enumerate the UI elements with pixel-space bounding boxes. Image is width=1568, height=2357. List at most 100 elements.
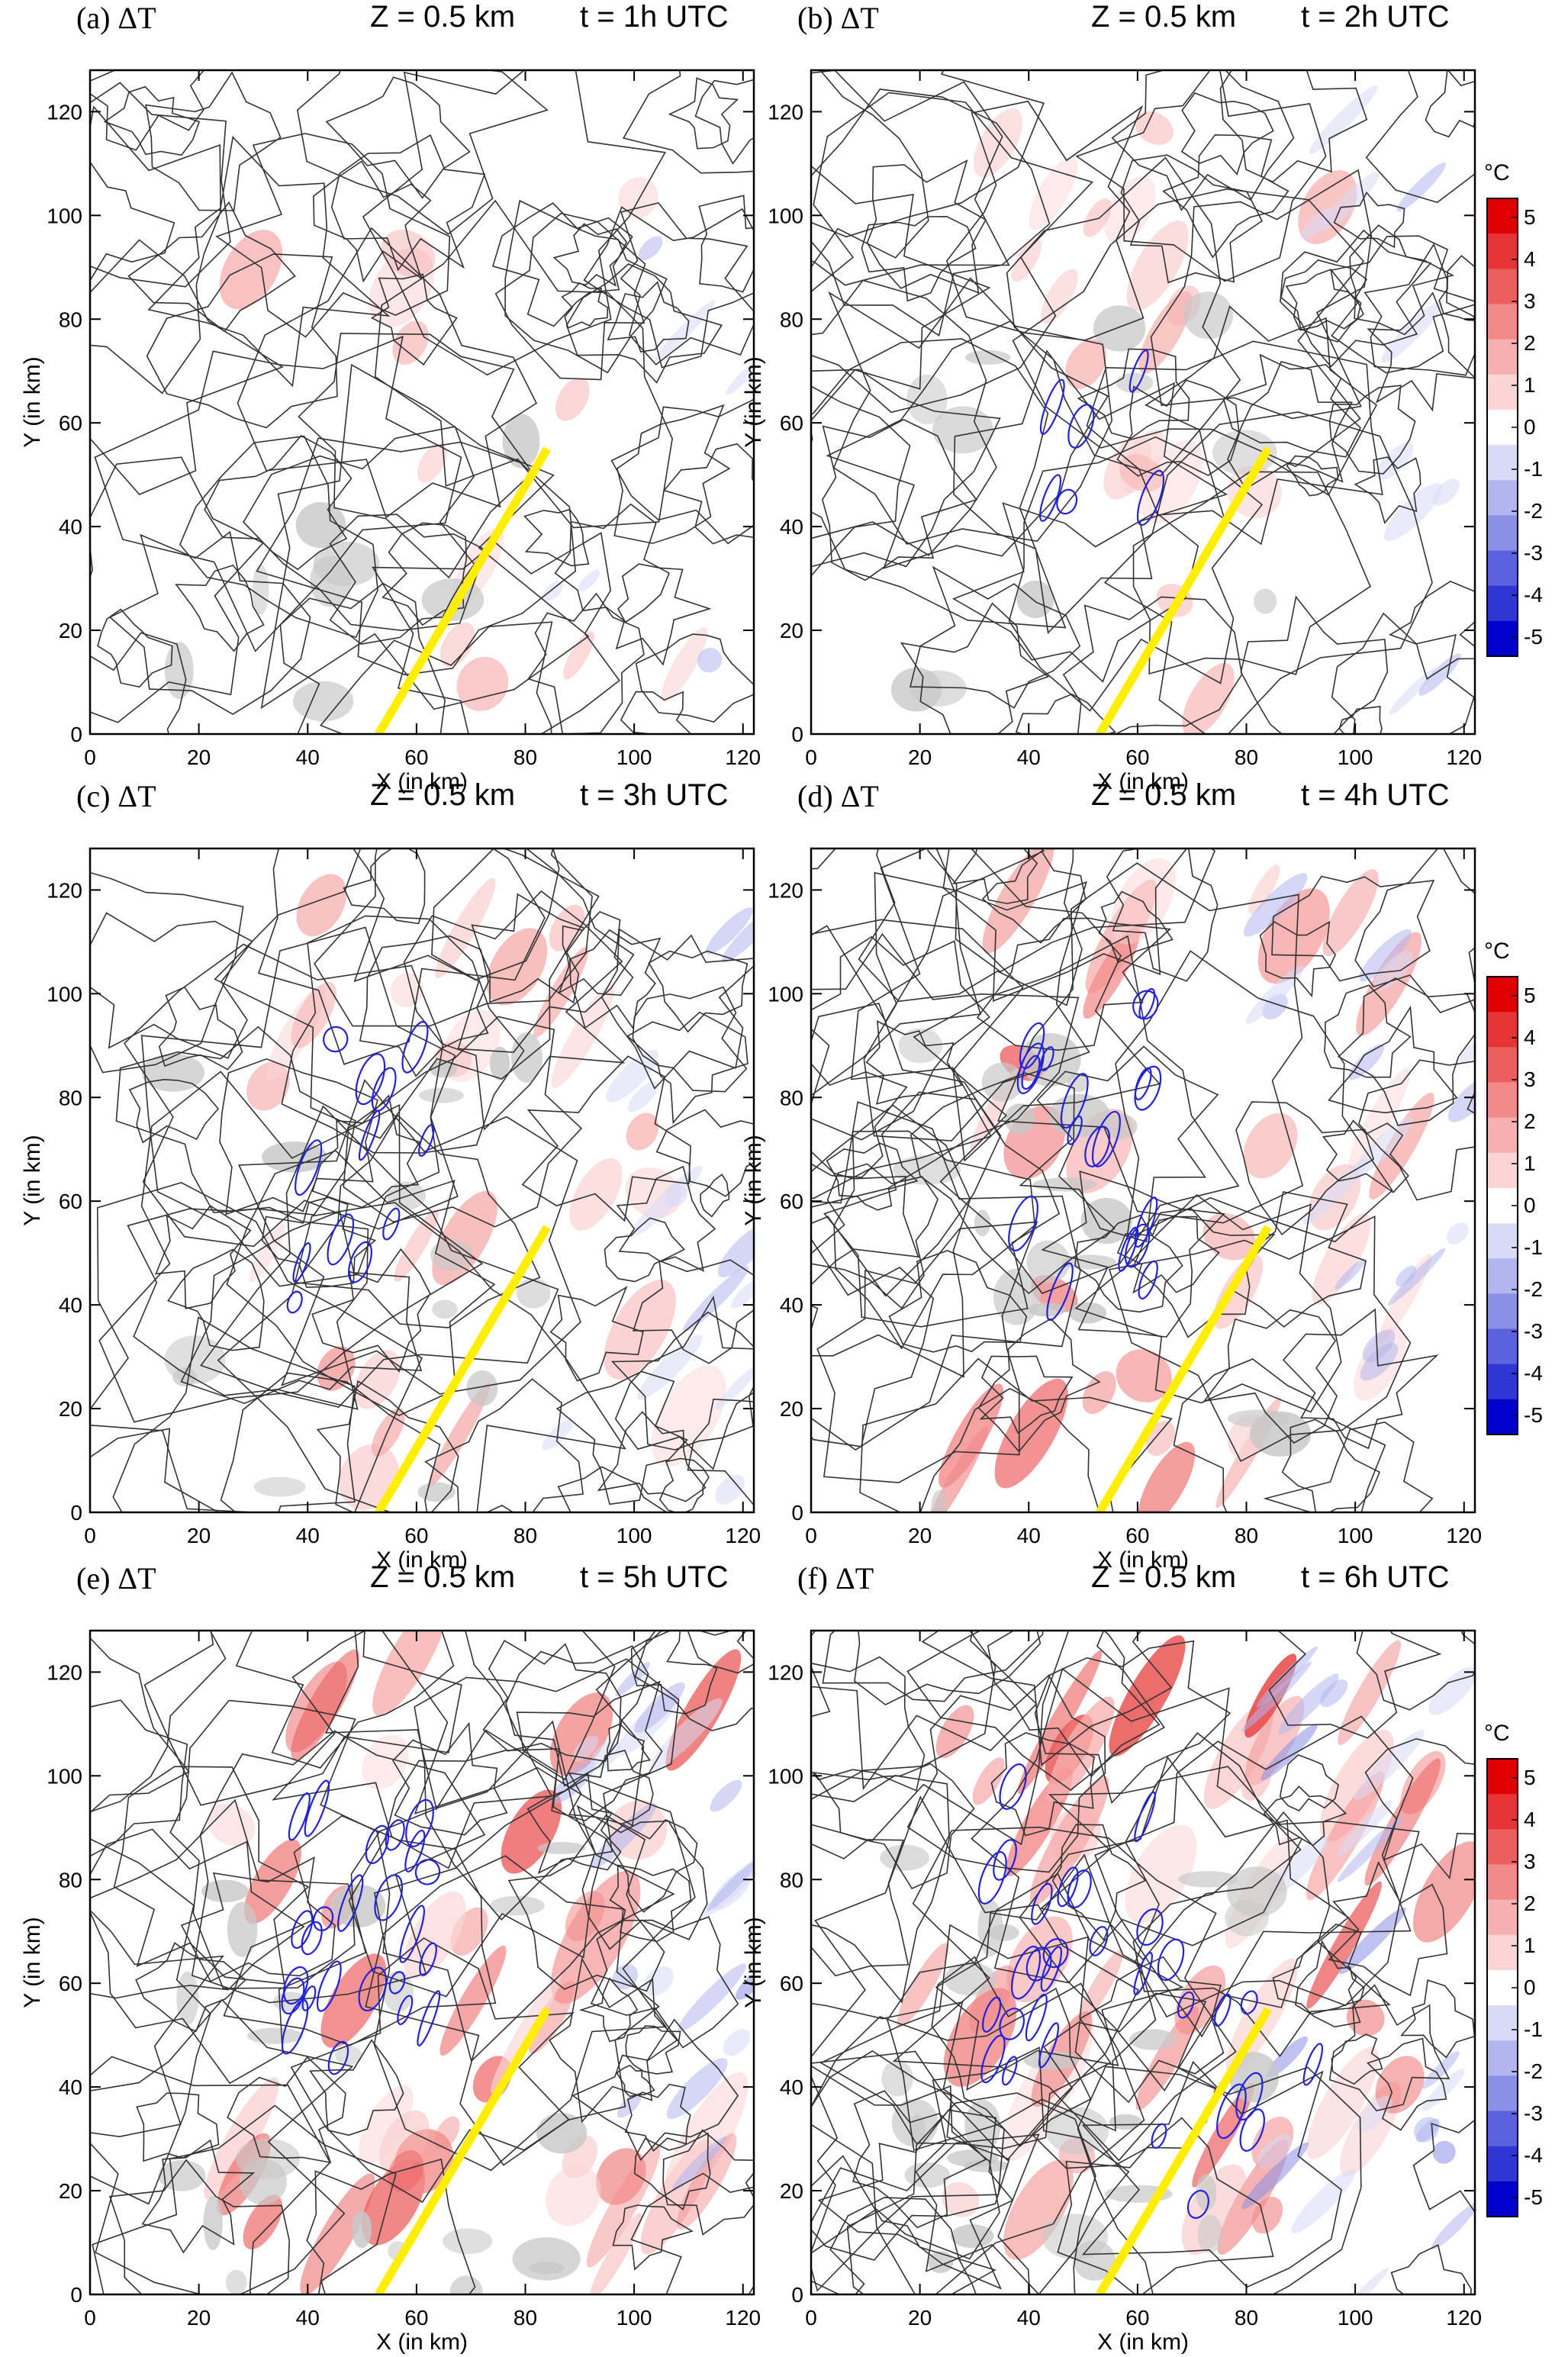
cross-section-line: [1096, 1225, 1272, 1512]
terrain-contour: [597, 1411, 707, 1502]
colorbar-tick-label: 0: [1524, 1193, 1536, 1217]
terrain-contour: [256, 437, 577, 676]
cool-anomaly: [1278, 1673, 1339, 1734]
terrain-contour: [977, 1318, 1101, 1453]
terrain-contour: [290, 1937, 575, 2204]
terrain-contour: [811, 70, 1010, 286]
warm-anomaly: [372, 1631, 448, 1717]
wind-contour: [397, 1995, 414, 2025]
terrain-contour: [329, 514, 486, 646]
cool-anomaly: [643, 1966, 674, 1996]
y-tick-label: 20: [59, 619, 82, 642]
plot-area: [811, 848, 1475, 1512]
terrain-contour: [1280, 229, 1432, 368]
terrain-contour: [494, 212, 646, 381]
terrain-contour: [223, 1814, 497, 2046]
colorbar-unit: °C: [1484, 160, 1510, 185]
y-tick-label: 120: [768, 878, 803, 902]
cool-anomaly: [671, 2136, 727, 2191]
warm-anomaly: [388, 2150, 424, 2192]
terrain-contour: [424, 1378, 584, 1512]
wind-contour: [1060, 1073, 1089, 1129]
colorbar-swatch: [1487, 480, 1518, 516]
colorbar-tick-label: 0: [1524, 1975, 1536, 1999]
wind-contour: [1240, 1990, 1258, 2015]
warm-anomaly: [1213, 1254, 1264, 1329]
warm-anomaly: [897, 1943, 949, 2027]
colorbar-swatch: [1487, 2040, 1518, 2076]
warm-anomaly: [1126, 220, 1189, 311]
terrain-contour: [516, 1680, 663, 1821]
terrain-contour: [554, 503, 670, 623]
warm-anomaly: [563, 631, 595, 680]
wind-contour: [327, 1213, 355, 1266]
terrain-contour: [1328, 385, 1416, 475]
wind-contour: [1039, 474, 1062, 522]
y-tick-label: 80: [780, 1868, 803, 1892]
terrain-contour: [828, 277, 1113, 546]
terrain-contour: [1354, 848, 1475, 1013]
cloud-shade: [295, 502, 346, 549]
warm-anomaly: [968, 1965, 1015, 2033]
terrain-contour: [113, 1766, 310, 1985]
cloud-shade: [419, 1087, 464, 1103]
terrain-contour: [866, 159, 987, 294]
panel-plot: 0 20 40 60 80 100 120 0 20 40 60 80 100 120 X (in km) Y…: [741, 847, 1482, 1573]
wind-contour: [977, 1851, 1007, 1905]
terrain-contour: [558, 910, 634, 997]
terrain-contour: [1106, 848, 1219, 982]
cool-anomaly: [1422, 2051, 1460, 2089]
terrain-contour: [625, 2025, 681, 2075]
terrain-contour: [352, 848, 560, 983]
panel-label: (f) ΔT: [797, 1561, 874, 1595]
terrain-contour: [935, 1853, 1184, 2091]
cloud-shade: [1225, 1900, 1269, 1937]
terrain-contour: [821, 419, 978, 581]
x-tick-label: 60: [1125, 745, 1149, 769]
panel-level: Z = 0.5 km: [1091, 1560, 1237, 1594]
wind-contour: [1008, 1195, 1038, 1252]
terrain-contour: [942, 848, 1188, 1002]
colorbar-swatch: [1487, 339, 1518, 375]
warm-anomaly: [1083, 926, 1141, 1019]
terrain-contour: [362, 70, 666, 376]
colorbar-scale: 5 4 3 2 1 0 -1 -2 -3 -4 -5: [1486, 1758, 1543, 2217]
warm-anomaly: [243, 2194, 283, 2250]
terrain-contour: [610, 398, 754, 545]
warm-anomaly: [1011, 238, 1042, 282]
cool-anomaly: [721, 907, 754, 963]
terrain-contour: [1356, 1631, 1475, 1711]
terrain-contour: [1145, 305, 1378, 523]
plot-area: [90, 848, 754, 1512]
x-tick-label: 0: [805, 2306, 817, 2330]
terrain-contour: [662, 443, 754, 545]
warm-anomaly: [545, 2165, 601, 2227]
terrain-contour: [97, 608, 173, 688]
warm-anomaly: [1041, 269, 1078, 324]
terrain-contour: [204, 434, 353, 571]
terrain-contour: [1103, 411, 1433, 734]
wind-contour: [399, 1905, 425, 1963]
wind-contour: [1157, 1938, 1185, 1982]
wind-contour: [1038, 2022, 1060, 2069]
colorbar-swatch: [1487, 1864, 1518, 1901]
colorbar-swatch: [1487, 2111, 1518, 2147]
y-tick-label: 80: [59, 308, 82, 331]
warm-anomaly: [551, 984, 615, 1089]
panel-plot: 0 20 40 60 80 100 120 0 20 40 60 80 100 120 X (in km) Y…: [741, 1629, 1482, 2355]
colorbar-tick-label: 2: [1524, 1892, 1536, 1915]
warm-anomaly: [972, 1757, 1005, 1805]
cloud-shade: [1129, 2029, 1177, 2050]
panel-plot: 0 20 40 60 80 100 120 0 20 40 60 80 100 120 X (in km) Y…: [20, 69, 761, 794]
colorbar-swatch: [1487, 1899, 1518, 1936]
wind-contour: [1067, 1115, 1083, 1145]
cool-anomaly: [591, 1740, 621, 1770]
y-tick-label: 100: [47, 204, 82, 227]
y-tick-label: 100: [768, 1764, 803, 1788]
terrain-contour: [892, 1826, 1237, 2162]
wind-contour: [1302, 2043, 1323, 2086]
y-tick-label: 40: [780, 1293, 803, 1317]
terrain-contour: [90, 1998, 354, 2294]
terrain-contour: [1364, 243, 1475, 376]
cross-section-line: [375, 446, 551, 734]
